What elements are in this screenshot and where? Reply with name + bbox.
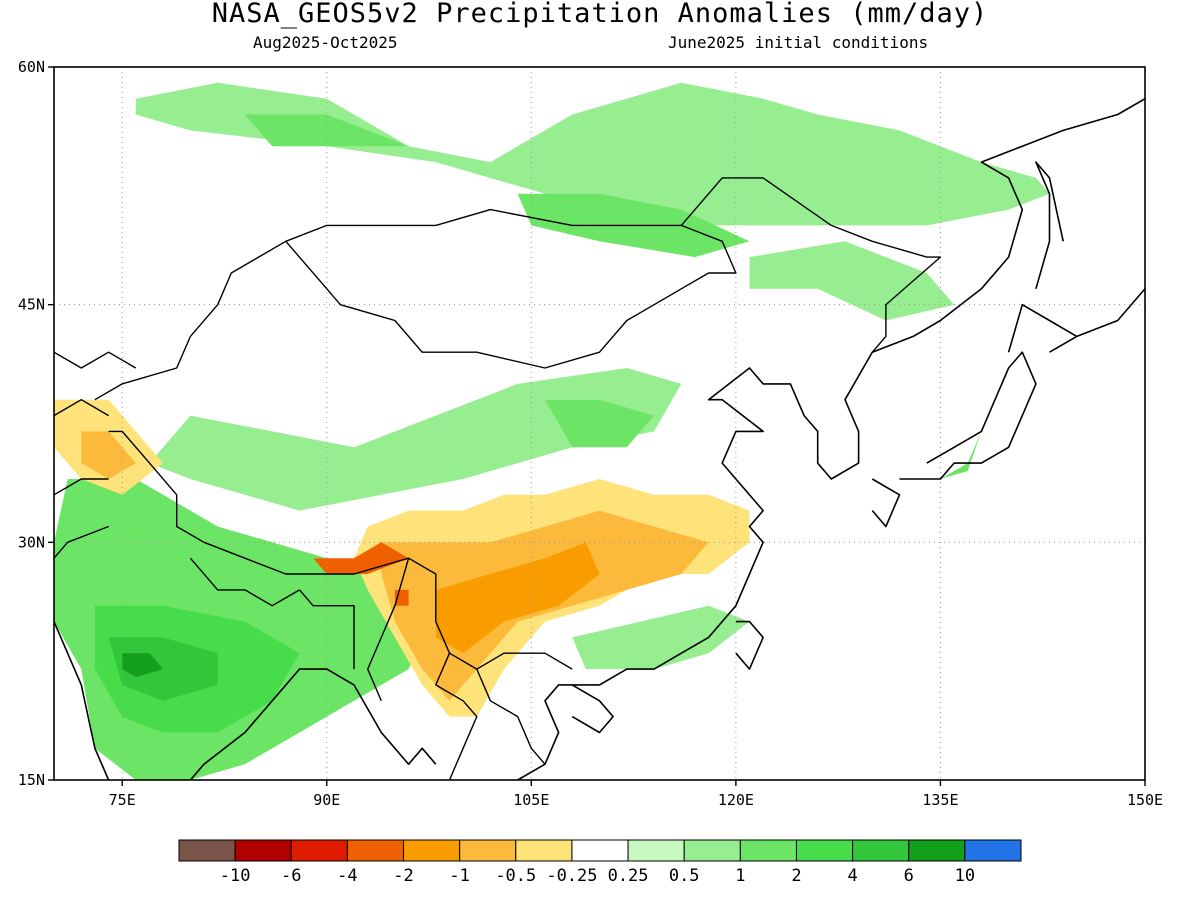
anomaly-region-tibet-dry-max — [313, 542, 409, 574]
chart-title: NASA_GEOS5v2 Precipitation Anomalies (mm… — [211, 0, 989, 29]
colorbar-label: -2 — [393, 866, 413, 886]
anomaly-shading — [54, 82, 1050, 780]
colorbar-swatch — [346, 839, 405, 862]
lat-tick-label: 15N — [18, 771, 45, 789]
anomaly-region-south-china-wet — [572, 605, 750, 670]
coastline — [463, 779, 464, 780]
country-border — [54, 399, 109, 417]
coastline — [1007, 303, 1078, 353]
axis-ticks: 75E 90E 105E 120E 135E 150E 60N 45N 30N 15N — [18, 58, 1163, 809]
colorbar-label: 0.5 — [669, 866, 700, 886]
colorbar-label: -0.5 — [495, 866, 536, 886]
country-border — [54, 478, 109, 496]
colorbar-label: 0.25 — [608, 866, 649, 886]
colorbar-swatch — [852, 839, 910, 862]
country-border — [476, 668, 546, 765]
colorbar-label: -10 — [220, 866, 251, 886]
coastline — [1076, 288, 1145, 338]
country-border — [298, 589, 355, 670]
colorbar-swatch — [739, 839, 797, 862]
colorbar-label: -4 — [337, 866, 357, 886]
lon-tick-label: 120E — [718, 791, 754, 809]
colorbar-swatch — [908, 839, 966, 862]
colorbar-label: -6 — [281, 866, 301, 886]
lon-tick-label: 150E — [1127, 791, 1163, 809]
lat-tick-label: 30N — [18, 533, 45, 551]
colorbar-swatch — [964, 839, 1022, 862]
colorbar-swatch — [459, 839, 517, 862]
coastline — [54, 621, 110, 780]
country-border — [94, 177, 942, 401]
colorbar-swatch — [234, 839, 292, 862]
map-frame — [53, 66, 1146, 781]
colorbar-swatch — [627, 839, 685, 862]
colorbar-label: -1 — [449, 866, 469, 886]
colorbar-label: 1 — [735, 866, 745, 886]
colorbar-label: -0.25 — [546, 866, 597, 886]
lon-tick-label: 135E — [922, 791, 958, 809]
colorbar-swatch — [290, 839, 348, 862]
forecast-period: Aug2025-Oct2025 — [253, 33, 398, 52]
country-border — [285, 224, 737, 369]
lon-tick-label: 105E — [513, 791, 549, 809]
colorbar-label: 2 — [791, 866, 801, 886]
colorbar-swatch — [795, 839, 854, 862]
lat-tick-label: 45N — [18, 296, 45, 314]
lat-lon-grid — [54, 67, 1145, 780]
colorbar-swatch — [178, 839, 236, 862]
colorbar-label: 10 — [955, 866, 975, 886]
coastline — [899, 351, 1037, 480]
anomaly-region-siberia-wet-band — [135, 82, 1050, 226]
coastline — [735, 620, 764, 670]
lat-tick-label: 60N — [18, 58, 45, 76]
country-border — [108, 430, 573, 670]
coastline — [517, 98, 1145, 780]
coastlines — [54, 98, 1145, 780]
anomaly-region-india-wet-max — [122, 653, 164, 677]
country-borders — [54, 177, 942, 780]
anomaly-region-siberia-wet-core — [244, 114, 409, 147]
coastline — [1035, 161, 1064, 290]
lon-tick-label: 75E — [109, 791, 136, 809]
country-border — [189, 557, 300, 607]
country-border — [54, 351, 137, 369]
lon-tick-label: 90E — [313, 791, 340, 809]
initial-conditions: June2025 initial conditions — [668, 33, 929, 52]
coastline — [871, 478, 901, 528]
coastline — [571, 684, 614, 734]
anomaly-region-manchuria-wet — [749, 241, 955, 321]
colorbar: -10 -6 -4 -2 -1 -0.5 -0.25 0.25 0.5 1 2 4 6 10 — [178, 839, 1022, 886]
anomaly-region-japan-wet — [940, 431, 982, 479]
anomaly-region-sichuan-dry-inner — [435, 542, 600, 654]
colorbar-swatch — [515, 839, 573, 862]
coastline — [189, 668, 437, 780]
country-border — [435, 652, 478, 780]
colorbar-label: 4 — [847, 866, 857, 886]
colorbar-swatch — [683, 839, 741, 862]
country-border — [54, 525, 109, 559]
colorbar-swatch — [403, 839, 461, 862]
country-border — [367, 558, 410, 702]
anomaly-region-north-china-wet — [545, 399, 655, 448]
colorbar-label: 6 — [904, 866, 914, 886]
colorbar-swatch — [571, 839, 629, 862]
